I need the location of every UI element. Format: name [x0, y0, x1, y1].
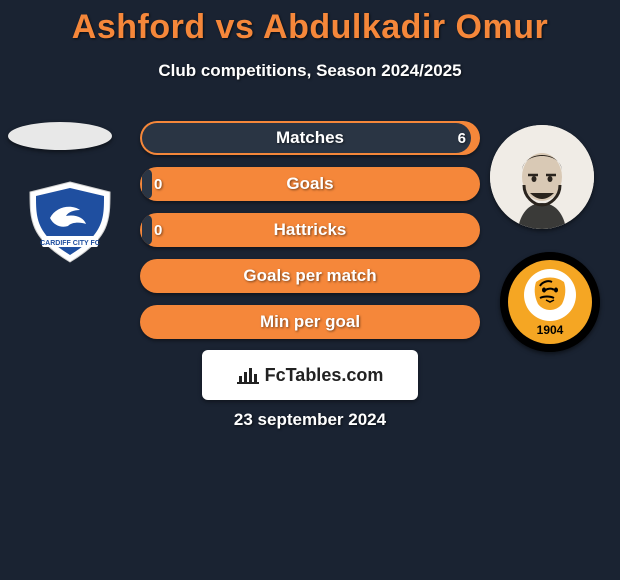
stat-label: Matches [276, 128, 344, 148]
stat-row-min-per-goal: Min per goal [140, 305, 480, 339]
player-silhouette-icon [490, 125, 594, 229]
stat-row-matches: Matches 6 [140, 121, 480, 155]
chart-bars-icon [237, 366, 259, 384]
stat-value-right: 6 [458, 130, 466, 147]
stat-value-left: 0 [154, 222, 162, 239]
stat-fill [142, 169, 152, 199]
subtitle: Club competitions, Season 2024/2025 [0, 61, 620, 81]
date-text: 23 september 2024 [0, 410, 620, 430]
hull-year: 1904 [537, 323, 564, 337]
page-title: Ashford vs Abdulkadir Omur [0, 0, 620, 47]
stat-label: Hattricks [274, 220, 347, 240]
stat-label: Goals per match [243, 266, 376, 286]
cardiff-crest-icon: CARDIFF CITY FC [20, 180, 120, 265]
branding-badge: FcTables.com [202, 350, 418, 400]
stats-panel: Matches 6 0 Goals 0 Hattricks Goals per match M… [140, 121, 480, 351]
stat-row-hattricks: 0 Hattricks [140, 213, 480, 247]
player-right-avatar [490, 125, 594, 229]
comparison-infographic: Ashford vs Abdulkadir Omur Club competit… [0, 0, 620, 580]
stat-value-left: 0 [154, 176, 162, 193]
hull-crest-icon: 1904 [500, 252, 600, 352]
stat-row-goals-per-match: Goals per match [140, 259, 480, 293]
stat-label: Min per goal [260, 312, 360, 332]
stat-fill [142, 215, 152, 245]
team-right-logo: 1904 [500, 252, 600, 352]
stat-label: Goals [286, 174, 333, 194]
svg-text:CARDIFF CITY FC: CARDIFF CITY FC [40, 240, 100, 247]
player-left-avatar [8, 122, 112, 150]
team-left-logo: CARDIFF CITY FC [20, 180, 120, 265]
stat-row-goals: 0 Goals [140, 167, 480, 201]
branding-text: FcTables.com [265, 365, 384, 386]
